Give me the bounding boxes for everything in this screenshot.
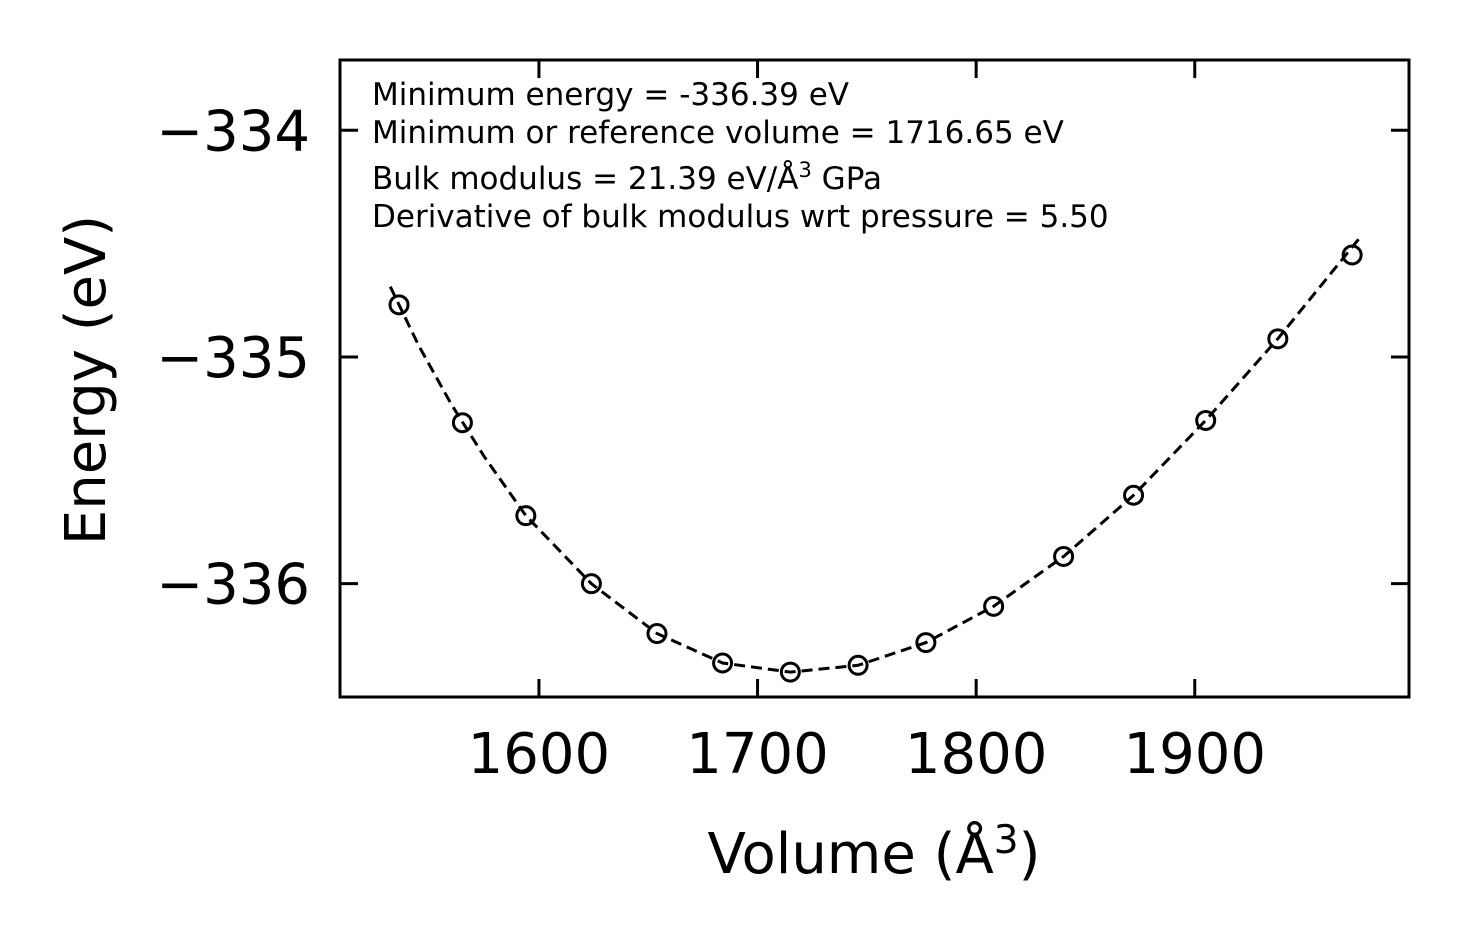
- annotation-min-volume: Minimum or reference volume = 1716.65 eV: [372, 115, 1064, 151]
- x-tick-label: 1600: [468, 722, 611, 787]
- x-axis-label: Volume (Å3): [708, 818, 1041, 887]
- data-point: [388, 294, 410, 316]
- data-point: [1123, 484, 1145, 506]
- annotations: Minimum energy = -336.39 eV Minimum or r…: [372, 77, 1109, 235]
- plot-frame: [338, 58, 1411, 699]
- y-tick-label: −334: [156, 99, 310, 164]
- data-point: [1341, 244, 1363, 266]
- x-axis-label-close: ): [1019, 822, 1041, 887]
- x-axis-label-text: Volume (Å: [708, 821, 994, 887]
- annotation-bulk-modulus-unit: GPa: [812, 161, 882, 197]
- fit-curve-group: [388, 238, 1360, 674]
- annotation-min-energy: Minimum energy = -336.39 eV: [372, 77, 849, 113]
- data-point: [983, 595, 1005, 617]
- data-point: [1053, 545, 1075, 567]
- data-point: [580, 573, 602, 595]
- x-axis-label-sup: 3: [994, 818, 1019, 863]
- y-axis-label: Energy (eV): [54, 215, 119, 545]
- data-point: [1195, 409, 1217, 431]
- data-point: [712, 652, 734, 674]
- x-tick-label: 1900: [1124, 722, 1267, 787]
- x-tick-label: 1700: [686, 722, 829, 787]
- annotation-bulk-derivative: Derivative of bulk modulus wrt pressure …: [372, 199, 1109, 235]
- axis-ticks: 1600 1700 1800 1900 −334 −335 −336: [156, 60, 1409, 787]
- y-tick-label: −335: [156, 326, 310, 391]
- data-point: [779, 661, 801, 683]
- data-point: [515, 505, 537, 527]
- annotation-bulk-modulus: Bulk modulus = 21.39 eV/Å3 GPa: [372, 158, 882, 197]
- y-tick-label: −336: [156, 553, 310, 618]
- fit-curve: [388, 238, 1360, 674]
- data-point: [451, 412, 473, 434]
- annotation-bulk-modulus-sup: 3: [798, 158, 811, 182]
- data-point: [915, 632, 937, 654]
- data-points-group: [388, 244, 1363, 683]
- data-point: [646, 623, 668, 645]
- annotation-bulk-modulus-text: Bulk modulus = 21.39 eV/Å: [372, 161, 798, 197]
- x-tick-label: 1800: [905, 722, 1048, 787]
- data-point: [1267, 328, 1289, 350]
- data-point: [847, 654, 869, 676]
